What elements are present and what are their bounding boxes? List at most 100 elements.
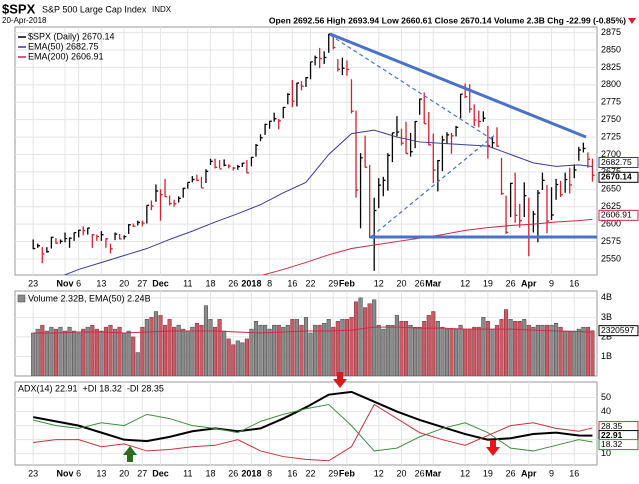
value-box xyxy=(598,209,639,221)
trendline xyxy=(329,32,587,139)
x-tick-label: 8 xyxy=(267,468,272,478)
x-tick-label: Apr xyxy=(521,468,537,478)
volume-bar xyxy=(485,321,490,376)
volume-bar xyxy=(476,326,481,376)
volume-bar xyxy=(453,328,459,376)
x-tick-label: 12 xyxy=(374,468,384,478)
x-tick-label: 2018 xyxy=(241,278,261,288)
volume-bar xyxy=(62,330,68,376)
volume-bar xyxy=(358,297,363,376)
volume-bar xyxy=(581,326,586,376)
volume-bar xyxy=(563,330,568,376)
volume-bar xyxy=(558,326,563,376)
index-name: S&P 500 Large Cap Index xyxy=(42,4,147,14)
volume-bar xyxy=(340,319,345,376)
x-tick-label: 27 xyxy=(137,278,147,288)
x-tick-label: 18 xyxy=(206,468,216,478)
x-tick-label: 9 xyxy=(549,278,554,288)
labels-layer: 2550257526002625265026752700272527502775… xyxy=(17,27,639,478)
volume-bar xyxy=(331,326,336,376)
volume-bar xyxy=(31,332,36,376)
volume-bar xyxy=(535,324,540,376)
volume-bar xyxy=(381,328,386,376)
x-tick-label: 20 xyxy=(119,468,129,478)
y-tick-label: 1B xyxy=(601,351,612,361)
value-box-label: 2682.75 xyxy=(601,157,632,167)
x-tick-label: 20 xyxy=(119,278,129,288)
volume-bar xyxy=(390,324,395,376)
value-box xyxy=(598,325,639,337)
ema-line xyxy=(261,218,593,275)
y-tick-label: 2650 xyxy=(601,184,621,194)
x-tick-label: 26 xyxy=(415,278,425,288)
volume-bar xyxy=(344,319,349,376)
volume-bar xyxy=(472,326,477,376)
volume-bar xyxy=(176,324,181,376)
volume-bar xyxy=(467,328,472,376)
ema-line xyxy=(63,129,593,275)
y-tick-label: 2850 xyxy=(601,44,621,54)
volume-bar xyxy=(153,311,159,376)
volume-bar xyxy=(303,317,309,376)
adx-plot xyxy=(33,390,593,462)
x-tick-label: 11 xyxy=(183,278,192,288)
volume-bar xyxy=(285,324,290,376)
value-box-label: 28.35 xyxy=(601,421,623,431)
volume-bar xyxy=(463,328,468,376)
volume-bar xyxy=(85,326,90,376)
volume-bar xyxy=(131,336,136,376)
volume-bar xyxy=(208,319,213,376)
volume-bar xyxy=(353,301,359,376)
volume-bar xyxy=(53,328,58,376)
volume-bar xyxy=(231,344,236,376)
x-tick-label: Mar xyxy=(425,468,442,478)
volume-bar xyxy=(44,330,49,376)
y-tick-label: 2800 xyxy=(601,79,621,89)
y-tick-label: 2550 xyxy=(601,253,621,263)
x-tick-label: 16 xyxy=(569,278,579,288)
volume-bar xyxy=(417,326,422,376)
volume-bar xyxy=(403,321,409,376)
volume-bar xyxy=(253,321,259,376)
volume-bar xyxy=(185,330,190,376)
x-tick-label: 16 xyxy=(287,278,297,288)
x-tick-label: 9 xyxy=(549,468,554,478)
volume-bar xyxy=(326,319,331,376)
date: 20-Apr-2018 xyxy=(2,16,47,25)
x-tick-label: Dec xyxy=(152,468,169,478)
volume-bar xyxy=(322,322,327,376)
x-tick-label: 26 xyxy=(228,278,238,288)
volume-bar xyxy=(426,315,431,376)
y-tick-label: 2750 xyxy=(601,114,621,124)
adx-panel xyxy=(14,381,598,466)
price-panel xyxy=(14,26,598,276)
x-tick-label: 19 xyxy=(483,468,493,478)
volume-bar xyxy=(431,311,436,376)
volume-bar xyxy=(317,324,322,376)
volume-bar xyxy=(258,324,263,376)
x-tick-label: 11 xyxy=(183,468,192,478)
volume-bar xyxy=(94,328,99,376)
y-tick-label: 40 xyxy=(601,406,611,416)
volume-bar xyxy=(194,322,199,376)
x-tick-label: 29 xyxy=(328,278,338,288)
volume-bar xyxy=(440,326,445,376)
volume-plot xyxy=(31,297,595,376)
x-tick-label: 6 xyxy=(76,278,81,288)
volume-bar xyxy=(544,324,550,376)
y-tick-label: 3B xyxy=(601,312,612,322)
exchange: INDX xyxy=(152,5,172,14)
value-box-label: 2670.14 xyxy=(601,172,632,182)
indicator-line xyxy=(33,403,593,452)
volume-bar xyxy=(162,324,168,376)
value-box-label: 18.32 xyxy=(601,439,623,449)
volume-bar xyxy=(99,330,104,376)
volume-bar xyxy=(181,328,186,376)
x-tick-label: 16 xyxy=(287,468,297,478)
volume-bar xyxy=(363,307,368,376)
x-tick-label: 22 xyxy=(306,278,316,288)
down-arrow xyxy=(628,18,636,24)
volume-bar xyxy=(149,317,154,376)
x-tick-label: Feb xyxy=(339,278,356,288)
volume-bar xyxy=(135,352,140,376)
